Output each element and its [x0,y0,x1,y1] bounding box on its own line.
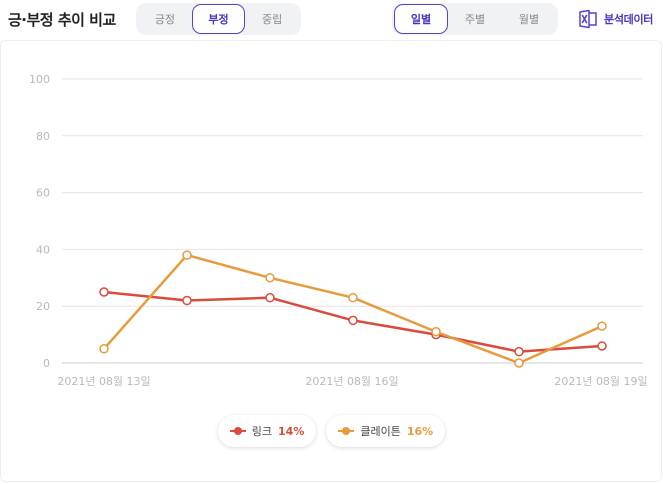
legend-percent-link: 14% [278,424,305,438]
export-data-button[interactable]: 분석데이터 [578,8,653,30]
tab-negative[interactable]: 부정 [191,4,246,34]
export-label: 분석데이터 [604,13,654,26]
data-point [265,292,275,303]
series-line [103,253,603,365]
legend-percent-klaytn: 16% [406,424,434,438]
sentiment-toggle: 긍정 부정 중립 [136,3,301,35]
x-tick-label: 2021년 08월 13일 [57,374,150,388]
period-toggle: 일별 주별 월별 [392,3,558,35]
chart-card [0,40,662,482]
chart-header: 긍·부정 추이 비교 긍정 부정 중립 일별 주별 월별 분석데이터 [0,0,663,40]
data-point [597,321,607,331]
data-point [182,250,192,260]
chart-title: 긍·부정 추이 비교 [8,11,116,29]
x-tick-label: 2021년 08월 19일 [554,374,647,388]
legend-swatch-klaytn [338,427,355,435]
data-point [348,292,358,303]
tab-neutral[interactable]: 중립 [262,13,283,26]
tab-monthly[interactable]: 월별 [518,13,540,26]
data-point [348,315,358,326]
y-tick-label: 40 [36,243,50,256]
tab-daily[interactable]: 일별 [394,4,448,34]
data-point [514,346,524,357]
data-point [597,341,607,351]
legend-swatch-link [229,427,246,435]
y-tick-label: 100 [29,73,50,86]
tab-weekly[interactable]: 주별 [464,13,486,26]
legend-label-klaytn: 클레이튼 [360,425,401,438]
data-point [514,358,524,368]
legend-item-klaytn[interactable]: 클레이튼 16% [326,415,446,447]
data-point [99,344,109,354]
excel-icon [579,9,597,29]
data-point [182,295,192,306]
y-tick-label: 20 [36,300,50,313]
data-point [431,327,441,337]
chart-legend: 링크 14% 클레이튼 16% [0,415,663,447]
legend-label-link: 링크 [251,425,273,438]
data-point [99,287,109,297]
y-tick-label: 0 [43,357,50,370]
y-tick-label: 60 [36,187,50,200]
y-tick-label: 80 [36,130,50,143]
tab-positive[interactable]: 긍정 [154,13,175,26]
x-tick-label: 2021년 08월 16일 [305,374,398,388]
legend-item-link[interactable]: 링크 14% [217,415,317,447]
data-point [265,273,275,283]
